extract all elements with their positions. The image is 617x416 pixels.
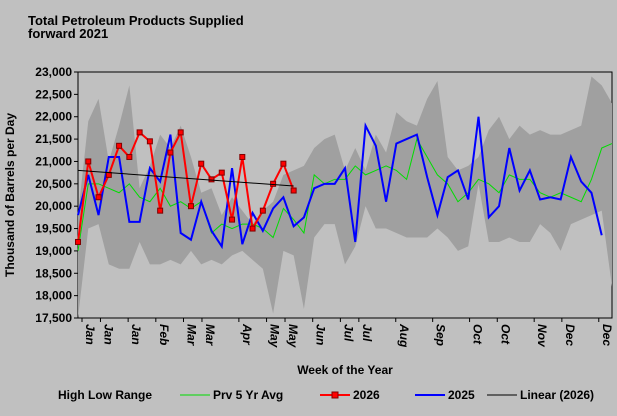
x-tick-label: Oct: [498, 324, 512, 345]
x-tick-label: Jan: [83, 324, 97, 345]
range-band: [78, 76, 612, 319]
legend-label: Linear (2026): [520, 388, 594, 402]
series-prv-5-yr-avg-line: [77, 137, 613, 251]
x-tick-label: Nov: [535, 324, 549, 348]
y-tick-label: 21,500: [35, 132, 72, 146]
series-2026-point: [177, 129, 184, 136]
series-2025-line: [77, 116, 603, 250]
legend-label: 2026: [353, 388, 380, 402]
x-tick-label: Dec: [600, 324, 614, 346]
x-tick-label: Jan: [101, 324, 115, 345]
series-2026-line: [77, 129, 295, 243]
series-2026-point: [95, 194, 102, 201]
series-2026-point: [85, 158, 92, 165]
x-tick-label: May: [286, 324, 300, 349]
series-2026-point: [249, 225, 256, 232]
legend-label: 2025: [448, 388, 475, 402]
series-2026-point: [290, 187, 297, 194]
series-2026-point: [75, 238, 81, 245]
series-2026-point: [229, 216, 236, 223]
x-tick-label: Jul: [341, 324, 355, 342]
x-tick-label: Aug: [397, 323, 411, 348]
series-lines: [75, 116, 613, 251]
x-tick-label: Jan: [129, 324, 143, 345]
high-low-range-band: [78, 76, 612, 319]
series-2026-point: [157, 207, 164, 214]
y-tick-label: 19,000: [35, 244, 72, 258]
series-2026-point: [218, 169, 225, 176]
legend-marker: [331, 391, 339, 399]
x-tick-label: Feb: [157, 324, 171, 345]
x-tick-label: May: [268, 324, 282, 349]
x-tick-label: Jul: [360, 324, 374, 342]
series-2026-point: [146, 138, 153, 145]
x-tick-label: Dec: [563, 324, 577, 346]
series-2026-point: [280, 160, 287, 167]
series-2026-point: [208, 176, 215, 183]
y-tick-label: 22,000: [35, 110, 72, 124]
series-2026-point: [136, 129, 143, 136]
series-linear-2026-line: [77, 169, 294, 187]
x-tick-label: Oct: [471, 324, 485, 345]
y-axis-label: Thousand of Barrels per Day: [3, 113, 17, 277]
series-2026-point: [239, 153, 246, 160]
chart-title: Total Petroleum Products Supplied: [28, 13, 244, 28]
x-axis-label: Week of the Year: [297, 363, 393, 377]
legend-label: High Low Range: [58, 388, 152, 402]
y-tick-label: 18,500: [35, 266, 72, 280]
y-tick-label: 18,000: [35, 289, 72, 303]
axes: 17,500 18,000 18,500 19,000 19,500 20,000 20,5…: [35, 65, 613, 349]
series-2026-point: [270, 180, 277, 187]
x-tick-label: Jun: [314, 324, 328, 345]
y-tick-label: 21,000: [35, 154, 72, 168]
series-2026-point: [167, 149, 174, 156]
series-2026-point: [126, 153, 133, 160]
chart-subtitle: forward 2021: [28, 26, 109, 41]
y-tick-label: 17,500: [35, 311, 72, 325]
legend: High Low Range Prv 5 Yr Avg 2026 2025 Linear…: [58, 388, 594, 402]
y-tick-label: 19,500: [35, 222, 72, 236]
y-tick-label: 20,500: [35, 177, 72, 191]
legend-label: Prv 5 Yr Avg: [213, 388, 283, 402]
series-2026-point: [198, 160, 205, 167]
x-tick-label: Mar: [203, 324, 217, 347]
series-2026-point: [116, 142, 123, 149]
series-2026-point: [187, 203, 194, 210]
y-tick-label: 22,500: [35, 87, 72, 101]
x-tick-label: Mar: [185, 324, 199, 347]
x-tick-label: Apr: [240, 323, 254, 346]
y-tick-label: 20,000: [35, 199, 72, 213]
x-tick-label: Sep: [434, 324, 448, 346]
series-2026-point: [259, 207, 266, 214]
y-tick-label: 23,000: [35, 65, 72, 79]
